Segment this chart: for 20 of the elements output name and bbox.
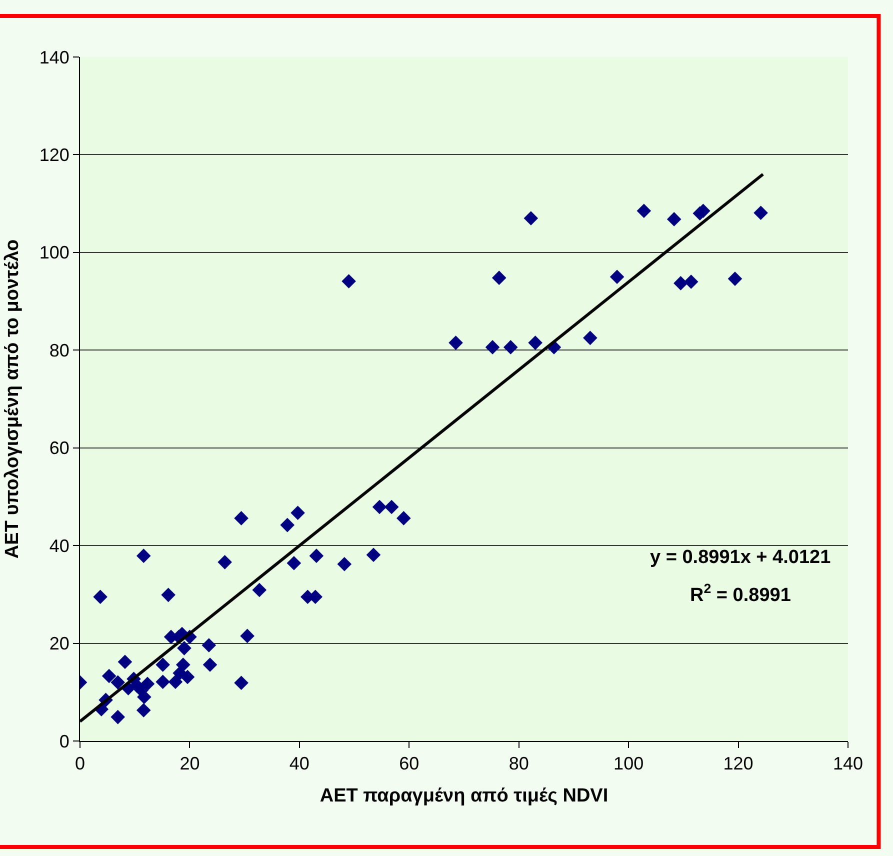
annotation: R$^{2}$ = 0.8991 — [690, 581, 792, 606]
x-tick-label: 40 — [289, 754, 310, 774]
x-tick-label: 80 — [508, 754, 529, 774]
x-axis-title: AET παραγμένη από τιμές NDVI — [320, 785, 608, 806]
y-tick-label: 0 — [59, 731, 70, 752]
x-tick-label: 60 — [399, 754, 420, 774]
x-tick-label: 100 — [614, 754, 644, 774]
y-tick-label: 100 — [39, 242, 70, 263]
x-tick-label: 120 — [723, 754, 754, 774]
y-tick-label: 40 — [49, 536, 70, 556]
y-tick-label: 20 — [49, 634, 70, 654]
y-tick-label: 80 — [49, 340, 70, 360]
y-tick-label: 140 — [39, 47, 70, 68]
y-axis-title: AET υπολογισμένη από το μοντέλο — [2, 239, 24, 559]
y-tick-label: 120 — [39, 145, 70, 166]
y-tick-label: 60 — [49, 438, 70, 458]
x-tick-label: 20 — [180, 754, 200, 774]
x-tick-label: 140 — [832, 754, 864, 774]
x-tick-label: 0 — [74, 754, 86, 774]
annotation: y = 0.8991x + 4.0121 — [650, 547, 832, 568]
